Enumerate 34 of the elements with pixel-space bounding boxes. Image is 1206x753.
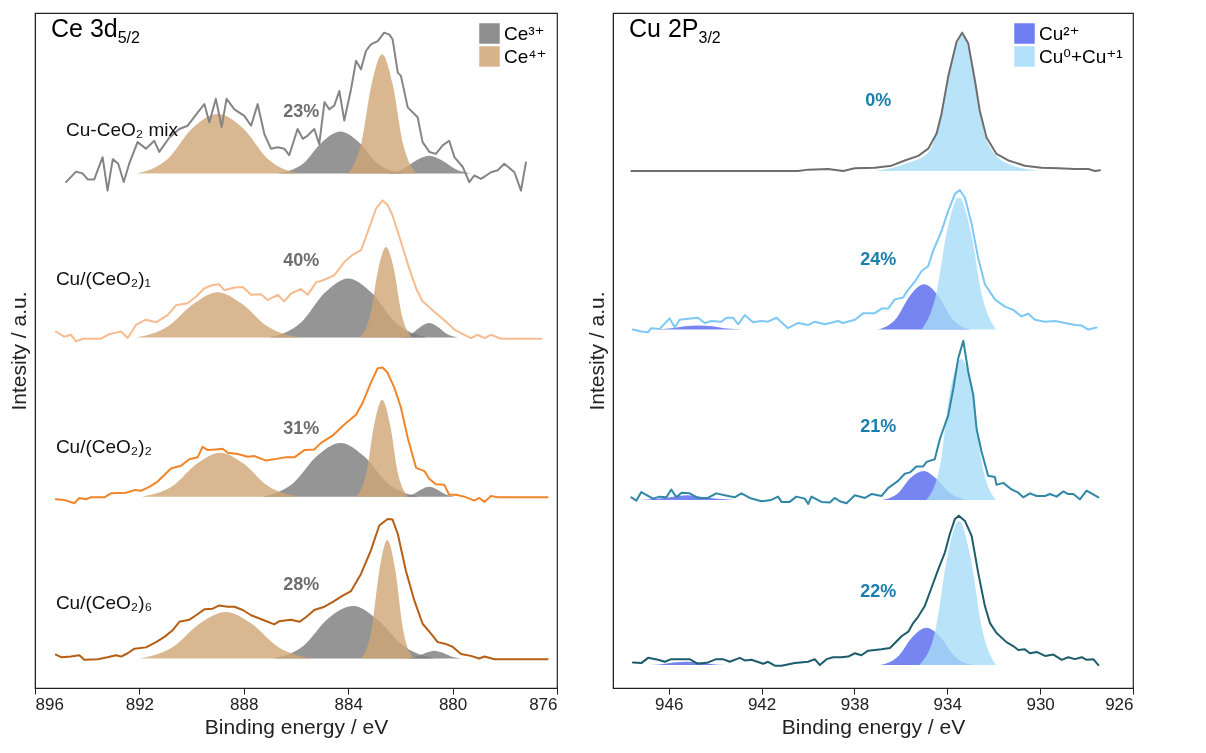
- annotation: 23%: [283, 101, 320, 122]
- x-axis-title: Binding energy / eV: [781, 714, 966, 738]
- annotation: 24%: [860, 248, 897, 269]
- x-tick-label: 884: [334, 694, 363, 714]
- x-tick-label: 876: [529, 694, 558, 714]
- chart-title: Ce 3d$_{5/2}$: [51, 14, 140, 46]
- x-axis-title: Binding energy / eV: [204, 714, 389, 738]
- series-label: Cu/(CeO₂)₁: [55, 268, 151, 290]
- x-tick-label: 888: [230, 694, 259, 714]
- series-label: Cu-CeO₂ mix: [66, 119, 179, 141]
- x-tick-label: 926: [1105, 694, 1134, 714]
- legend-label: Ce³⁺: [504, 22, 545, 44]
- x-tick-label: 880: [438, 694, 468, 714]
- x-tick-label: 938: [840, 694, 870, 714]
- legend-label: Cu²⁺: [1039, 22, 1080, 44]
- x-tick-label: 934: [933, 694, 962, 714]
- annotation: 31%: [283, 418, 320, 439]
- x-tick-label: 930: [1026, 694, 1055, 714]
- annotation: 40%: [283, 250, 320, 271]
- annotation: 21%: [860, 416, 897, 437]
- x-tick-label: 892: [125, 694, 155, 714]
- x-tick-label: 946: [655, 694, 684, 714]
- series-label: Cu/(CeO₂)₂: [55, 436, 152, 458]
- x-tick-label: 942: [747, 694, 777, 714]
- series-label: Cu/(CeO₂)₆: [55, 591, 153, 613]
- x-tick-label: 896: [35, 694, 64, 714]
- annotation: 28%: [283, 573, 320, 594]
- legend-label: Cu⁰+Cu⁺¹: [1039, 45, 1123, 67]
- annotation: 22%: [860, 581, 897, 602]
- y-axis-title: Intesity / a.u.: [6, 291, 30, 411]
- chart-title: Cu 2P$_{3/2}$: [629, 14, 721, 46]
- annotation: 0%: [865, 89, 892, 110]
- y-axis-title: Intesity / a.u.: [584, 291, 608, 411]
- legend-label: Ce⁴⁺: [504, 45, 547, 67]
